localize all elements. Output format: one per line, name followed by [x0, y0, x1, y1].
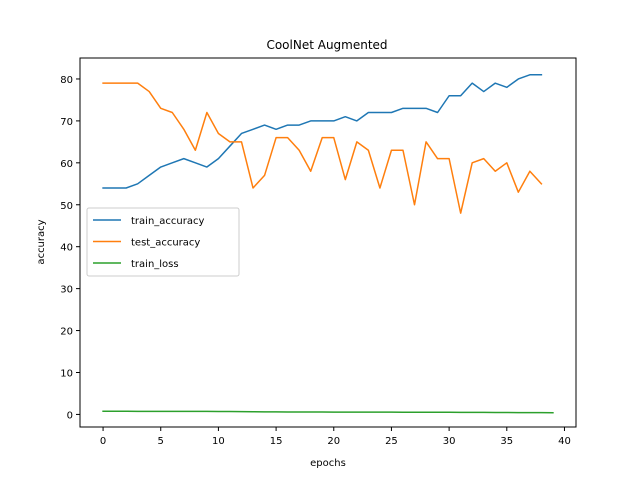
y-tick-label: 30	[60, 285, 73, 296]
y-tick-label: 80	[60, 75, 73, 86]
y-tick-label: 70	[60, 117, 73, 128]
x-axis-ticks: 0 5 10 15 20 25 30 35 40	[100, 427, 571, 447]
y-tick-label: 0	[67, 410, 73, 421]
y-tick-label: 50	[60, 201, 73, 212]
y-tick-label: 20	[60, 327, 73, 338]
x-tick-label: 5	[158, 436, 164, 447]
y-axis-label: accuracy	[36, 219, 47, 264]
x-tick-label: 20	[327, 436, 340, 447]
y-tick-label: 10	[60, 368, 73, 379]
y-tick-label: 40	[60, 243, 73, 254]
y-axis-ticks: 0 10 20 30 40 50 60 70 80	[60, 75, 80, 421]
legend-box	[86, 207, 240, 277]
legend-label: train_loss	[131, 259, 179, 270]
series-layer	[102, 74, 554, 414]
series-line-train-loss	[102, 410, 554, 414]
x-tick-label: 35	[500, 436, 513, 447]
x-tick-label: 40	[558, 436, 571, 447]
x-tick-label: 10	[212, 436, 225, 447]
legend-label: test_accuracy	[131, 238, 200, 249]
x-axis-label: epochs	[310, 458, 346, 469]
x-tick-label: 30	[443, 436, 456, 447]
chart-title: CoolNet Augmented	[266, 38, 387, 52]
series-line-train-accuracy	[102, 74, 543, 189]
x-tick-label: 15	[270, 436, 283, 447]
series-line-test-accuracy	[102, 82, 543, 214]
y-tick-label: 60	[60, 159, 73, 170]
x-tick-label: 25	[385, 436, 398, 447]
legend-label: train_accuracy	[131, 216, 204, 227]
x-tick-label: 0	[100, 436, 106, 447]
plot-frame	[79, 57, 577, 428]
chart-legend: train_accuracy test_accuracy train_loss	[86, 207, 240, 277]
